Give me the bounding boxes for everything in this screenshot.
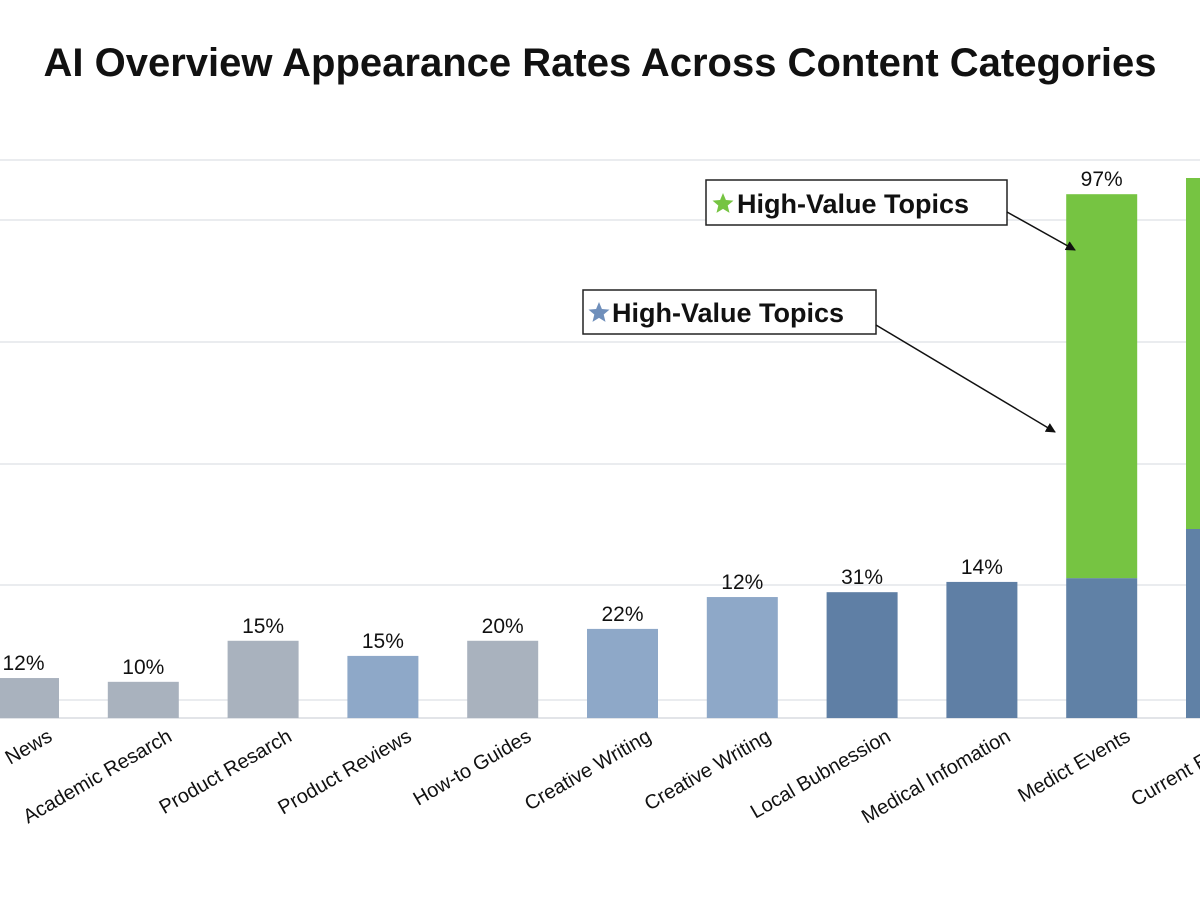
- bar-highlight: [1186, 178, 1200, 529]
- category-label: Current Events: [1127, 725, 1200, 811]
- chart-title: AI Overview Appearance Rates Across Cont…: [44, 41, 1157, 85]
- bar: [826, 592, 898, 718]
- annotation-box: [582, 289, 877, 335]
- bar: [467, 640, 539, 718]
- bar-highlight: [1066, 194, 1138, 579]
- category-label: Product Reviews: [274, 725, 415, 819]
- category-label: Medict Events: [1014, 725, 1134, 807]
- bar: [107, 681, 179, 718]
- arrow: [875, 324, 1056, 433]
- bar: [706, 597, 778, 718]
- data-label: 12%: [2, 652, 44, 675]
- bar: [0, 678, 59, 718]
- bar: [946, 581, 1018, 718]
- data-label: 14%: [961, 556, 1003, 579]
- arrow: [1006, 211, 1076, 251]
- data-label: 15%: [242, 615, 284, 638]
- data-label: 10%: [122, 656, 164, 679]
- bar: [1186, 529, 1200, 718]
- category-label: How-to Guides: [410, 725, 536, 810]
- bars: [0, 178, 1200, 718]
- annotation-text: High-Value Topics: [737, 189, 969, 219]
- data-label: 12%: [721, 571, 763, 594]
- data-label: 15%: [362, 630, 404, 653]
- category-label: Product Resarch: [156, 725, 296, 819]
- annotation-text: High-Value Topics: [612, 298, 844, 328]
- star-icon: [588, 302, 610, 322]
- data-label: 20%: [482, 615, 524, 638]
- annotation-box: [705, 179, 1008, 226]
- annotation-blue: High-Value Topics: [582, 289, 1056, 433]
- category-label: Creative Writing: [521, 725, 655, 815]
- category-label: News: [2, 725, 56, 769]
- data-label: 31%: [841, 566, 883, 589]
- bar: [587, 628, 658, 718]
- star-icon: [712, 193, 734, 213]
- data-label: 97%: [1081, 168, 1123, 191]
- bar: [227, 640, 299, 718]
- data-label: 22%: [601, 603, 643, 626]
- annotation-green: High-Value Topics: [705, 179, 1076, 251]
- bar: [1066, 578, 1138, 718]
- data-labels: 12% 10% 15% 15% 20% 22% 12% 31% 14% 97%: [2, 168, 1122, 679]
- bar: [347, 655, 419, 718]
